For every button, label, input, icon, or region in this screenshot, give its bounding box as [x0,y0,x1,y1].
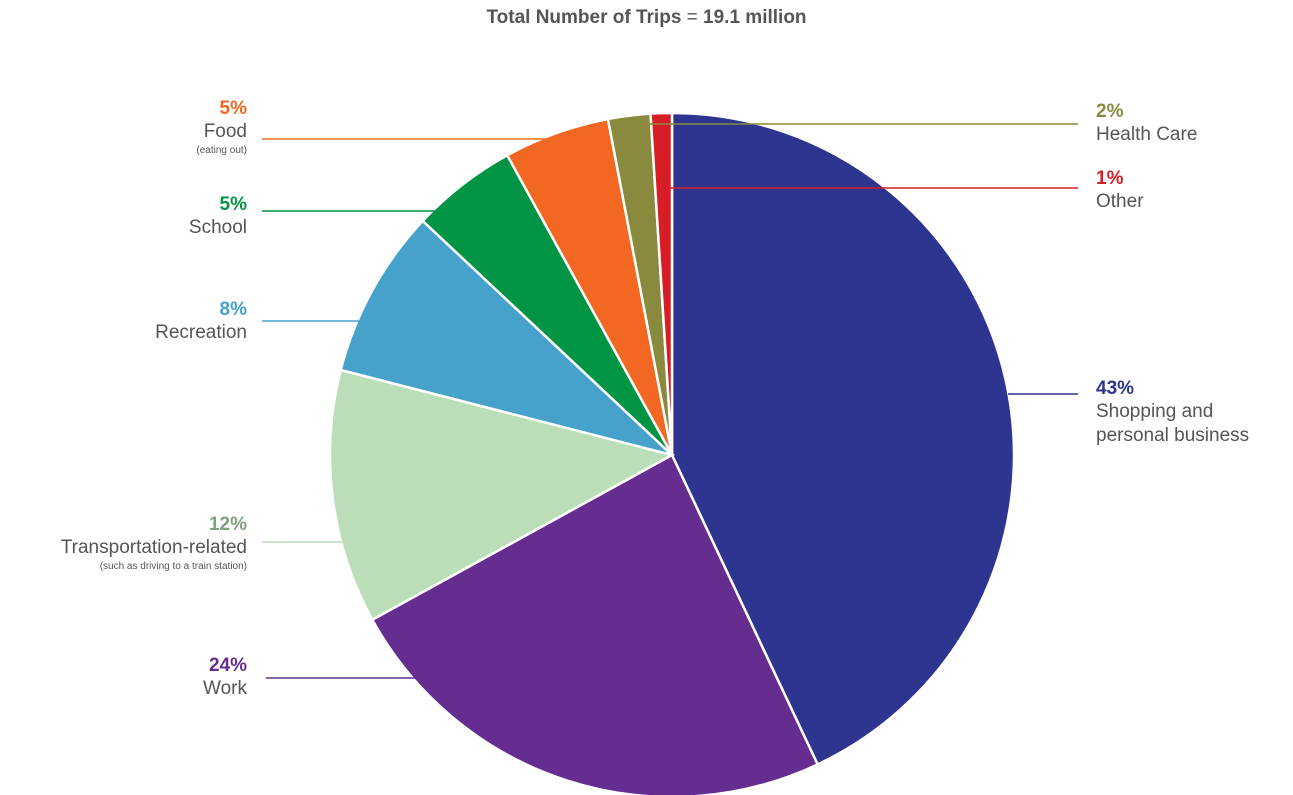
pie-slice-other [649,111,674,456]
label-food-name: Food [203,121,247,142]
label-health-pct: 2% [1096,101,1124,122]
label-health: 2% Health Care [1096,101,1197,147]
pie-slice-shopping [670,111,1016,767]
label-shopping-name-line2: personal business [1096,425,1250,446]
label-food-note: (eating out) [196,145,247,156]
label-transport-note: (such as driving to a train station) [99,561,247,572]
label-transport-name: Transportation-related [60,537,247,558]
label-school: 5% School [189,194,247,240]
label-work-pct: 24% [208,655,247,676]
chart-title-value: 19.1 million [703,7,807,28]
label-recreation-pct: 8% [219,299,247,320]
pie-slice-recreation [339,219,673,457]
label-shopping-pct: 43% [1096,378,1135,399]
label-transport: 12% Transportation-related (such as driv… [61,514,247,573]
label-school-name: School [188,217,247,238]
label-work-name: Work [203,678,247,699]
label-school-pct: 5% [219,194,247,215]
chart-title-separator: = [681,7,704,28]
chart-title-text: Total Number of Trips [486,7,682,28]
pie-slice-work [370,453,820,795]
label-work: 24% Work [203,655,247,701]
label-health-name: Health Care [1096,124,1198,145]
pie-slice-transport [328,368,676,622]
label-shopping-name-line1: Shopping and [1096,401,1214,422]
label-transport-pct: 12% [208,514,247,535]
label-recreation-name: Recreation [155,322,247,343]
chart-title: Total Number of Trips = 19.1 million [0,7,1293,29]
label-other: 1% Other [1096,168,1144,214]
label-other-name: Other [1096,191,1144,212]
label-other-pct: 1% [1096,168,1124,189]
label-food: 5% Food (eating out) [196,98,247,157]
label-recreation: 8% Recreation [155,299,247,345]
label-food-pct: 5% [219,98,247,119]
label-shopping: 43% Shopping and personal business [1096,378,1249,448]
